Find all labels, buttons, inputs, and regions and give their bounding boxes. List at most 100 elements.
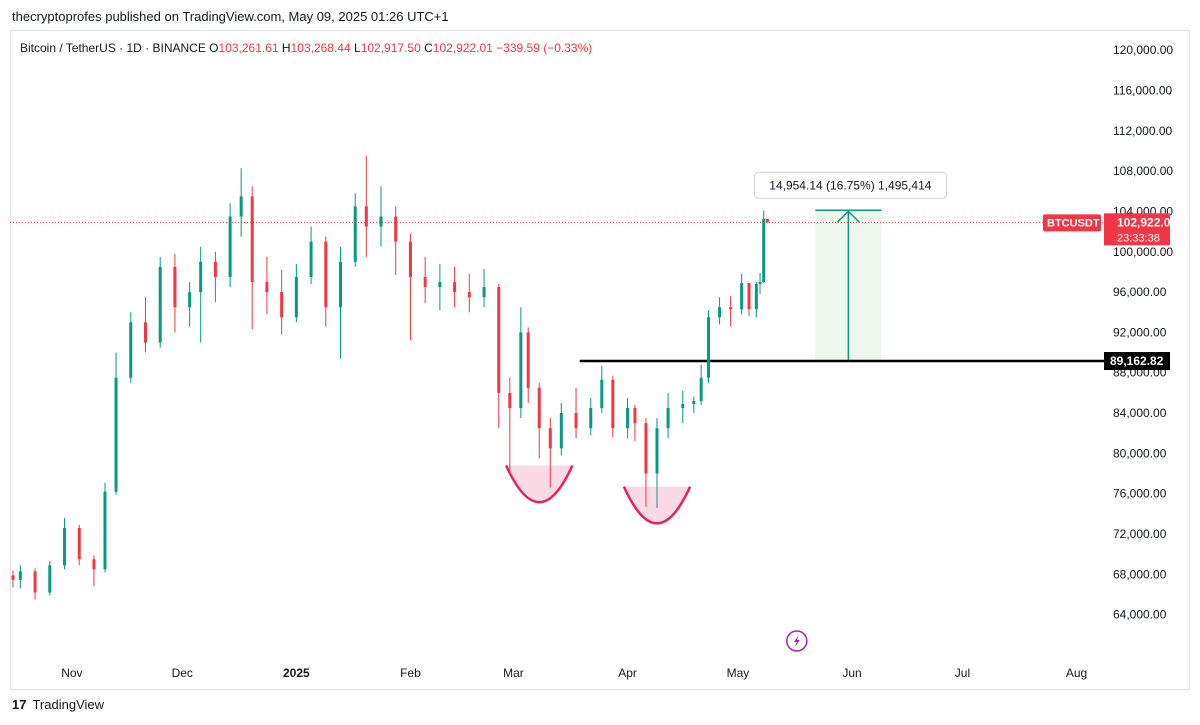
y-tick-label-5: 100,000.00 [1113,245,1173,259]
candle-body-21 [294,276,298,318]
candle-body-39 [537,387,541,429]
ohlc-legend: Bitcoin / TetherUS · 1D · BINANCE O103,2… [20,41,592,55]
candle-body-41 [559,413,563,449]
x-tick-label-7: Jun [842,666,861,680]
price-axis-value: 102,922.01 [1117,215,1177,229]
candle-body-40 [548,428,552,449]
candle-body-50 [666,408,670,429]
candle-body-52 [692,400,696,404]
candle-body-12 [173,266,177,308]
candle-body-55 [718,307,722,318]
y-tick-label-2: 112,000.00 [1113,124,1172,138]
footer: 17 TradingView [12,697,104,712]
level-axis-tag [1104,352,1170,371]
y-tick-label-7: 92,000.00 [1113,325,1167,339]
x-tick-label-8: Jul [955,666,970,680]
candle-body-37 [519,332,523,409]
candle-body-38 [526,332,530,388]
candle-body-56 [729,307,733,310]
y-tick-label-1: 116,000.00 [1113,83,1172,97]
x-tick-label-9: Aug [1066,666,1087,680]
candle-body-44 [600,379,604,409]
measure-label: 14,954.14 (16.75%) 1,495,414 [769,178,931,192]
rounding-bottom-curve-0 [504,464,574,504]
candle-body-22 [309,241,313,277]
candle-body-61 [762,218,766,283]
footer-brand[interactable]: TradingView [32,697,105,712]
candle-body-51 [681,403,685,409]
candle-body-29 [408,241,412,277]
candle-body-62 [765,218,769,223]
y-tick-label-3: 108,000.00 [1113,164,1173,178]
chart-frame [10,30,1190,690]
candle-body-27 [379,216,383,227]
candle-body-53 [699,377,703,401]
y-tick-label-0: 120,000.00 [1113,43,1173,57]
candle-body-45 [611,379,615,429]
candle-body-33 [467,292,471,298]
y-tick-label-11: 76,000.00 [1113,487,1167,501]
candle-body-11 [158,266,162,343]
measure-label-box [753,171,947,199]
candle-body-30 [423,276,427,288]
candle-body-31 [438,282,442,288]
candle-body-8 [114,377,118,492]
rounding-bottom-curve-1 [622,486,692,525]
x-tick-label-2: 2025 [283,666,310,680]
candle-body-16 [228,216,232,277]
x-tick-label-3: Feb [400,666,421,680]
candle-body-7 [103,491,107,570]
candle-body-48 [644,423,648,474]
candle-body-46 [626,408,630,429]
candle-body-6 [92,559,96,570]
candle-body-18 [250,196,254,283]
candle-body-26 [364,206,368,227]
candle-body-57 [740,283,744,310]
published-by-text: thecryptoprofes published on TradingView… [12,9,449,24]
candle-body-58 [747,283,751,310]
candle-body-59 [754,284,758,310]
x-tick-label-4: Mar [503,666,524,680]
candle-body-42 [574,413,578,429]
candle-body-2 [33,571,37,593]
candle-body-47 [633,408,637,424]
y-tick-label-13: 68,000.00 [1113,567,1167,581]
candle-body-5 [77,527,81,560]
candle-body-3 [48,565,52,593]
candle-body-10 [143,322,147,343]
lightning-icon [793,635,800,647]
bar-countdown: 23:33:38 [1117,232,1160,244]
candle-body-9 [129,322,133,378]
tradingview-logo-icon[interactable]: 17 [12,697,27,712]
symbol-tag-label: BTCUSDT [1047,217,1100,229]
candle-body-60 [758,282,762,285]
measure-arrow-head [836,210,860,223]
level-axis-label: 89,162.82 [1110,354,1164,368]
y-tick-label-14: 64,000.00 [1113,608,1167,622]
candle-body-36 [508,392,512,409]
candle-body-49 [655,428,659,474]
candle-body-34 [482,287,486,298]
candle-body-13 [188,292,192,308]
candle-body-15 [213,261,217,277]
candle-body-19 [265,282,269,293]
candle-body-23 [324,241,328,308]
x-tick-label-5: Apr [618,666,637,680]
candle-body-32 [453,282,457,293]
candle-body-25 [353,206,357,262]
candle-body-43 [589,408,593,429]
candle-body-54 [707,317,711,378]
candle-body-4 [63,527,67,566]
x-tick-label-6: May [727,666,750,680]
x-tick-label-0: Nov [61,666,82,680]
y-tick-label-9: 84,000.00 [1113,406,1167,420]
x-tick-label-1: Dec [172,666,193,680]
candle-body-35 [497,287,501,393]
candle-body-0 [11,575,15,580]
candle-body-1 [18,571,22,580]
candle-body-28 [394,216,398,242]
candle-body-24 [339,261,343,308]
candle-body-20 [280,292,284,318]
y-tick-label-12: 72,000.00 [1113,527,1167,541]
